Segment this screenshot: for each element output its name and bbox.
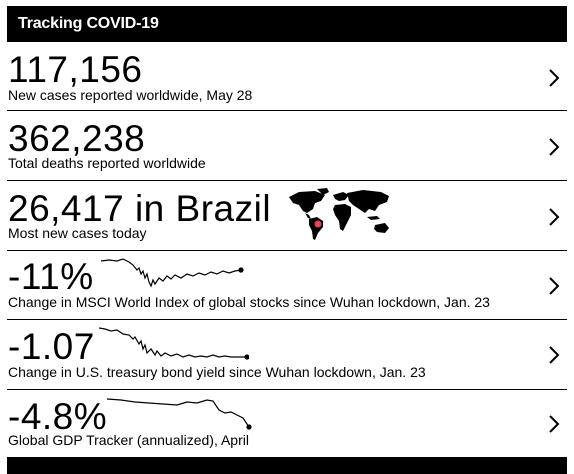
divider	[7, 110, 567, 111]
stat-value: -1.07	[8, 326, 95, 367]
stat-label: New cases reported worldwide, May 28	[8, 87, 253, 103]
header-bar: Tracking COVID-19	[7, 6, 567, 42]
divider	[7, 180, 567, 181]
stat-value: -11%	[8, 256, 94, 297]
stat-label: Global GDP Tracker (annualized), April	[8, 432, 249, 448]
stat-value: 117,156	[8, 49, 143, 90]
stat-label: Most new cases today	[8, 225, 147, 241]
gdp-sparkline	[107, 398, 252, 430]
stat-row-brazil[interactable]: 26,417 in Brazil Most new cases today	[7, 181, 567, 250]
stat-row-new-cases[interactable]: 117,156 New cases reported worldwide, Ma…	[7, 42, 567, 110]
chevron-right-icon[interactable]	[545, 136, 563, 158]
divider	[7, 389, 567, 390]
world-map-icon	[289, 188, 389, 240]
chevron-right-icon[interactable]	[545, 206, 563, 228]
stat-row-treasury[interactable]: -1.07 Change in U.S. treasury bond yield…	[7, 320, 567, 389]
header-title: Tracking COVID-19	[18, 15, 159, 32]
divider	[7, 250, 567, 251]
chevron-right-icon[interactable]	[545, 275, 563, 297]
stat-row-msci[interactable]: -11% Change in MSCI World Index of globa…	[7, 251, 567, 319]
stat-row-total-deaths[interactable]: 362,238 Total deaths reported worldwide	[7, 111, 567, 180]
stat-label: Total deaths reported worldwide	[8, 155, 206, 171]
stat-row-gdp[interactable]: -4.8% Global GDP Tracker (annualized), A…	[7, 390, 567, 457]
stat-value: 26,417 in Brazil	[8, 188, 272, 229]
stat-value: -4.8%	[8, 396, 108, 437]
chevron-right-icon[interactable]	[545, 344, 563, 366]
msci-sparkline	[101, 258, 244, 288]
divider	[7, 319, 567, 320]
chevron-right-icon[interactable]	[545, 413, 563, 435]
footer-bar	[7, 457, 567, 474]
stat-value: 362,238	[8, 118, 146, 159]
stat-label: Change in MSCI World Index of global sto…	[8, 294, 490, 310]
stat-label: Change in U.S. treasury bond yield since…	[8, 364, 426, 380]
chevron-right-icon[interactable]	[545, 67, 563, 89]
treasury-sparkline	[99, 327, 249, 360]
